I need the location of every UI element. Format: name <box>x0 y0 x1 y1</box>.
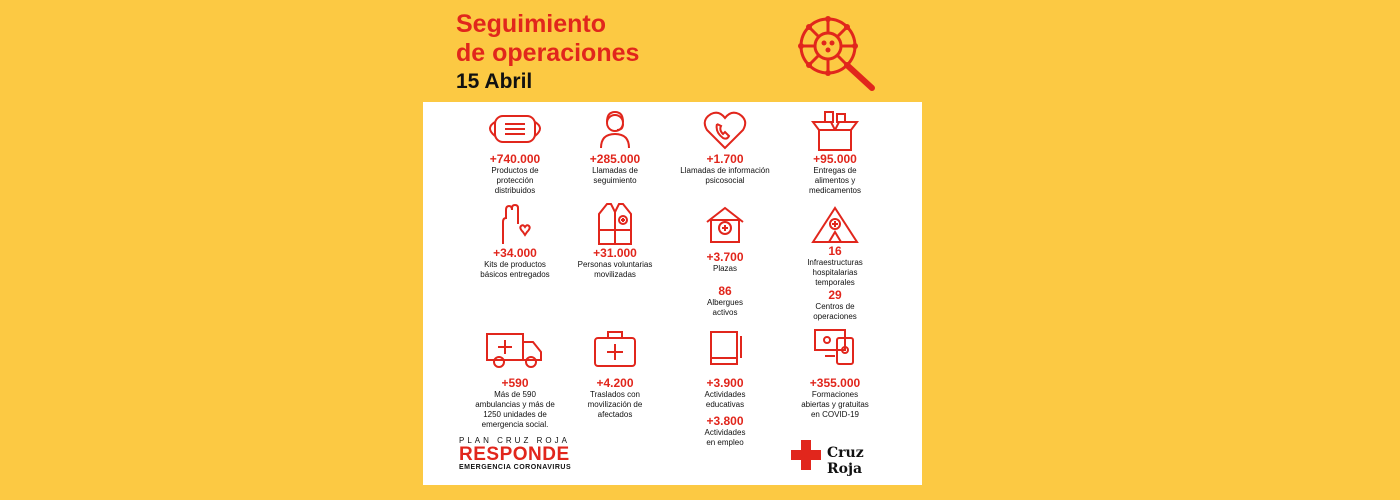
plan-responde-logo: PLAN CRUZ ROJA RESPONDE EMERGENCIA CORON… <box>459 436 589 471</box>
emergency-label: EMERGENCIA CORONAVIRUS <box>459 464 572 471</box>
title-line-2: de operaciones <box>456 39 640 67</box>
shelters-label-1: Albergues <box>706 298 744 307</box>
operations-centers-value: 29 <box>828 288 842 302</box>
kits-value: +34.000 <box>493 246 537 260</box>
item-volunteers: +31.000 Personas voluntarias movilizadas <box>555 202 675 280</box>
call-operator-icon <box>600 110 630 149</box>
devices-icon <box>814 329 854 365</box>
education-label-2: educativas <box>705 400 745 409</box>
cruz-roja-label: Cruz Roja <box>827 445 864 477</box>
item-psychosocial: +1.700 Llamadas de información psicosoci… <box>665 108 785 186</box>
kits-label-1: Kits de productos <box>484 260 546 269</box>
shelter-house-icon <box>706 206 744 243</box>
responde-label: RESPONDE <box>459 444 570 465</box>
first-aid-kit-icon <box>594 331 636 367</box>
operations-centers-label-2: operaciones <box>813 312 857 321</box>
employment-label-1: Actividades <box>704 428 746 437</box>
transfers-label-1: Traslados con <box>590 390 640 399</box>
food-label-3: medicamentos <box>808 186 862 195</box>
plazas-value: +3.700 <box>706 250 744 264</box>
food-label-2: alimentos y <box>814 176 856 185</box>
masks-label-2: protección <box>496 176 534 185</box>
psychosocial-label-2: psicosocial <box>705 176 745 185</box>
item-shelters: +3.700 Plazas 86 Albergues activos <box>665 206 785 318</box>
title-line-1: Seguimiento <box>456 10 607 38</box>
masks-label-3: distribuidos <box>494 186 536 195</box>
plan-label: PLAN CRUZ ROJA <box>459 436 570 445</box>
operations-centers-label-1: Centros de <box>815 302 855 311</box>
item-food: +95.000 Entregas de alimentos y medicame… <box>775 108 895 196</box>
calls-value: +285.000 <box>589 152 641 166</box>
training-value: +355.000 <box>809 376 861 390</box>
red-cross-icon <box>791 440 821 470</box>
field-hospital-icon <box>811 206 859 243</box>
psychosocial-label-1: Llamadas de información <box>680 166 770 175</box>
hand-heart-icon <box>502 204 531 244</box>
ambulance-icon <box>486 333 542 368</box>
plazas-label: Plazas <box>712 264 737 273</box>
training-label-1: Formaciones <box>811 390 859 399</box>
ambulances-label-1: Más de 590 <box>494 390 536 399</box>
transfers-label-3: afectados <box>597 410 633 419</box>
item-masks: +740.000 Productos de protección distrib… <box>455 108 575 196</box>
item-calls: +285.000 Llamadas de seguimiento <box>555 108 675 186</box>
ambulances-label-3: 1250 unidades de <box>483 410 547 419</box>
employment-label-2: en empleo <box>706 438 744 447</box>
training-label-2: abiertas y gratuitas <box>801 400 869 409</box>
calls-label-2: seguimiento <box>593 176 637 185</box>
volunteers-label-2: movilizadas <box>594 270 636 279</box>
infrastructure-label-3: temporales <box>815 278 855 287</box>
food-box-icon <box>811 111 859 151</box>
masks-label-1: Productos de <box>491 166 539 175</box>
vest-icon <box>598 203 632 245</box>
infrastructure-value: 16 <box>828 244 842 258</box>
shelters-label-2: activos <box>712 308 738 317</box>
volunteers-value: +31.000 <box>593 246 637 260</box>
food-value: +95.000 <box>813 152 857 166</box>
item-training: +355.000 Formaciones abiertas y gratuita… <box>775 326 895 420</box>
calls-label-1: Llamadas de <box>592 166 638 175</box>
education-label-1: Actividades <box>704 390 746 399</box>
employment-value: +3.800 <box>706 414 744 428</box>
psychosocial-value: +1.700 <box>706 152 744 166</box>
page-title: Seguimiento de operaciones <box>456 10 639 68</box>
ambulances-label-2: ambulancias y más de <box>475 400 555 409</box>
kits-label-2: básicos entregados <box>480 270 550 279</box>
ambulances-label-4: emergencia social. <box>481 420 549 429</box>
shelters-value: 86 <box>718 284 732 298</box>
item-transfers: +4.200 Traslados con movilización de afe… <box>555 328 675 420</box>
volunteers-label-1: Personas voluntarias <box>577 260 653 269</box>
heart-phone-icon <box>703 111 747 150</box>
training-label-3: en COVID-19 <box>810 410 860 419</box>
infrastructure-label-1: Infraestructuras <box>807 258 863 267</box>
education-value: +3.900 <box>706 376 744 390</box>
operations-card: +740.000 Productos de protección distrib… <box>423 102 922 485</box>
transfers-label-2: movilización de <box>587 400 643 409</box>
infrastructure-label-2: hospitalarias <box>812 268 858 277</box>
virus-magnifier-icon <box>798 16 875 91</box>
book-icon <box>710 331 742 365</box>
date-label: 15 Abril <box>456 70 533 93</box>
item-ambulances: +590 Más de 590 ambulancias y más de 125… <box>455 328 575 430</box>
item-infrastructure: 16 Infraestructuras hospitalarias tempor… <box>775 206 895 322</box>
cruz-roja-logo: Cruz Roja <box>791 440 891 477</box>
transfers-value: +4.200 <box>596 376 634 390</box>
food-label-1: Entregas de <box>813 166 857 175</box>
face-mask-icon <box>489 115 541 143</box>
ambulances-value: +590 <box>501 376 529 390</box>
masks-value: +740.000 <box>489 152 541 166</box>
item-education: +3.900 Actividades educativas +3.800 Act… <box>665 328 785 448</box>
item-kits: +34.000 Kits de productos básicos entreg… <box>455 204 575 280</box>
